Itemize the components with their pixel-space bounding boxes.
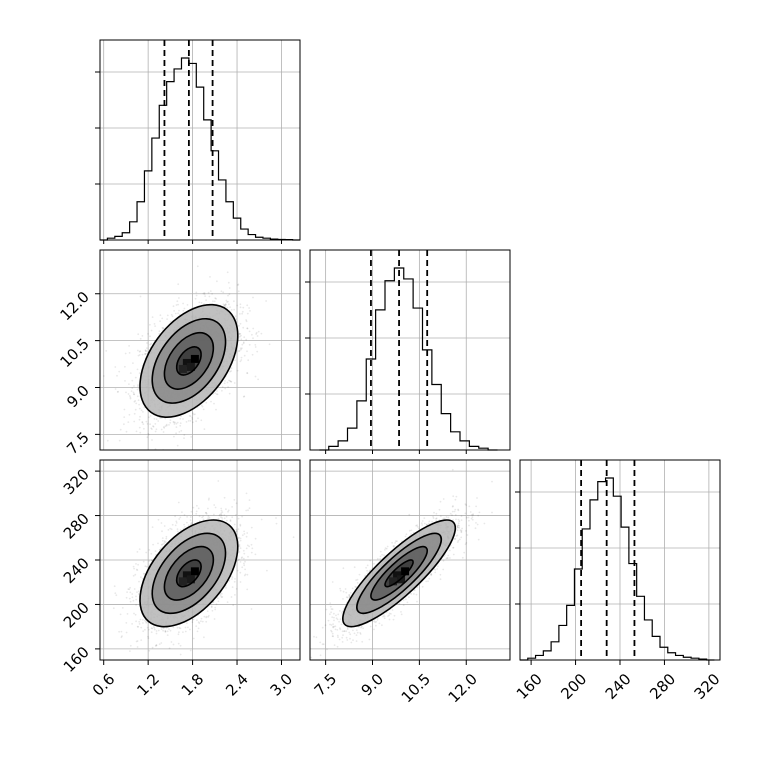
density-block [186,362,195,371]
contour-line-0 [384,559,414,588]
y-tick-label: 10.5 [56,335,92,371]
histogram-steps [100,57,300,241]
y-tick-label: 280 [60,510,93,543]
x-tick-label: 9.0 [358,670,388,700]
contour-line-3 [342,519,457,628]
histogram-steps [520,477,715,661]
x-tick-label: 7.5 [311,670,341,700]
x-tick-label: 10.5 [398,670,434,706]
y-tick-label: 240 [60,554,93,587]
density-peak-blocks [178,354,199,373]
histogram-panel-0 [95,39,301,241]
x-tick-label: 320 [691,670,724,703]
y-tick-label: 320 [60,465,93,498]
contour-line-1 [163,332,215,390]
axes-frame [99,39,301,241]
density-block [186,575,195,584]
y-tick-label: 160 [60,643,93,676]
density-block [389,577,398,586]
contour-line-2 [356,532,443,615]
axes-frame [99,249,301,451]
x-tick-label: 12.0 [445,670,481,706]
histogram-panel-2 [515,459,721,661]
density-block [178,364,187,373]
histogram-panel-1 [305,249,511,451]
contour-line-2 [151,317,227,404]
density-block [178,577,187,586]
x-tick-label: 200 [557,670,590,703]
contour-line-1 [370,545,428,601]
x-tick-label: 240 [602,670,635,703]
x-tick-label: 3.0 [267,670,297,700]
density-block [190,354,199,363]
x-tick-label: 0.6 [89,670,119,700]
x-tick-label: 1.8 [178,670,208,700]
contour-line-0 [175,346,202,376]
contour-line-3 [139,519,239,628]
contour-line-3 [139,303,239,418]
contour-line-1 [163,545,215,601]
scatter-panel-2-0 [99,459,301,661]
x-tick-label: 160 [513,670,546,703]
x-tick-label: 2.4 [222,670,252,700]
density-block [190,567,199,576]
scatter-panel-1-0 [99,249,301,451]
y-tick-label: 9.0 [63,382,93,412]
y-tick-label: 200 [60,599,93,632]
x-tick-label: 280 [646,670,679,703]
axes-frame [309,249,511,451]
density-block [401,567,410,576]
y-tick-label: 12.0 [56,288,92,324]
histogram-steps [319,267,498,451]
scatter-panel-2-1 [309,459,511,661]
x-tick-label: 1.2 [133,670,163,700]
density-peak-blocks [178,567,199,586]
contour-line-0 [175,559,202,588]
y-tick-label: 7.5 [63,428,93,458]
contour-line-2 [151,532,227,615]
axes-frame [309,459,511,661]
